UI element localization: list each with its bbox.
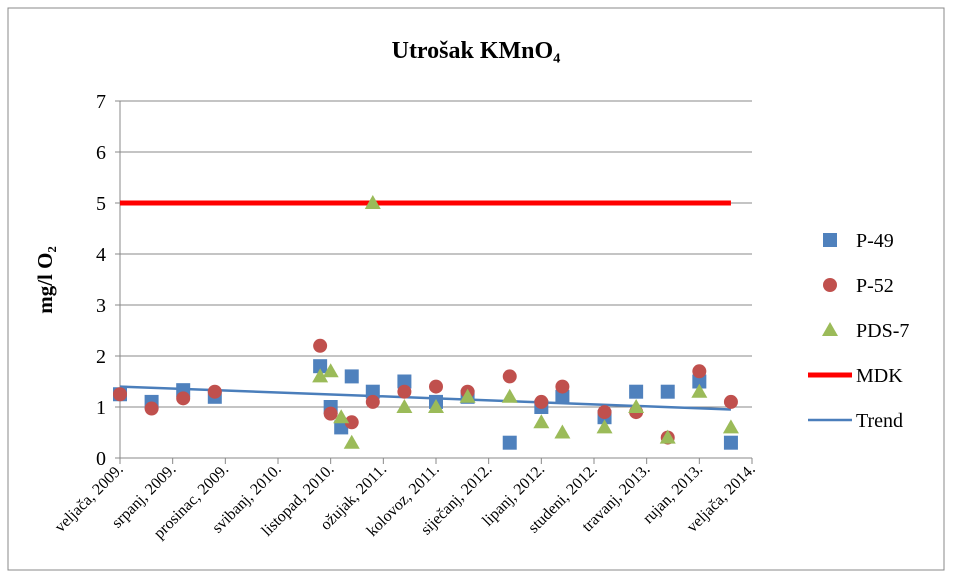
marker [823,233,837,247]
marker [344,415,359,430]
y-tick-label: 0 [96,448,106,470]
legend-label: P-52 [856,275,894,297]
marker [691,383,708,398]
marker [322,363,339,378]
marker [629,384,644,399]
marker [334,420,349,435]
marker [660,384,675,399]
marker [534,394,549,409]
marker [555,379,570,394]
chart-title: Utrošak KMnO₄ [392,38,561,64]
marker [396,399,413,413]
y-tick-label: 2 [96,346,106,368]
marker [144,401,159,416]
marker [502,435,517,450]
marker [397,384,412,399]
marker [176,391,191,406]
marker [502,369,517,384]
marker [823,278,837,292]
marker [501,388,518,403]
marker [344,369,359,384]
marker [722,419,739,434]
marker [596,419,613,434]
legend-label: Trend [856,410,903,432]
marker [533,414,550,429]
marker [692,364,707,379]
legend-label: PDS-7 [856,320,909,342]
marker [628,399,645,413]
y-tick-label: 7 [96,91,106,113]
marker [323,406,338,421]
marker [597,405,612,420]
marker [312,368,329,383]
marker [723,394,738,409]
marker [313,338,328,353]
marker [207,384,222,399]
marker [343,434,360,449]
y-axis-label: mg/l O₂ [33,246,57,314]
y-tick-label: 5 [96,193,106,215]
marker [365,394,380,409]
marker [333,409,350,424]
y-tick-label: 3 [96,295,106,317]
marker [313,359,328,374]
marker [554,424,571,439]
marker [692,374,707,389]
marker [113,387,127,402]
y-tick-label: 1 [96,397,106,419]
marker [659,429,676,444]
marker [822,322,838,336]
marker [397,374,412,389]
marker [555,389,570,404]
legend-label: MDK [856,365,903,387]
legend-label: P-49 [856,230,894,252]
marker [723,435,738,450]
marker [364,195,381,209]
y-tick-label: 4 [96,244,106,266]
marker [459,388,476,403]
marker [429,379,443,394]
chart-border [7,7,945,571]
y-tick-label: 6 [96,142,106,164]
marker [428,399,444,413]
marker [365,384,380,399]
